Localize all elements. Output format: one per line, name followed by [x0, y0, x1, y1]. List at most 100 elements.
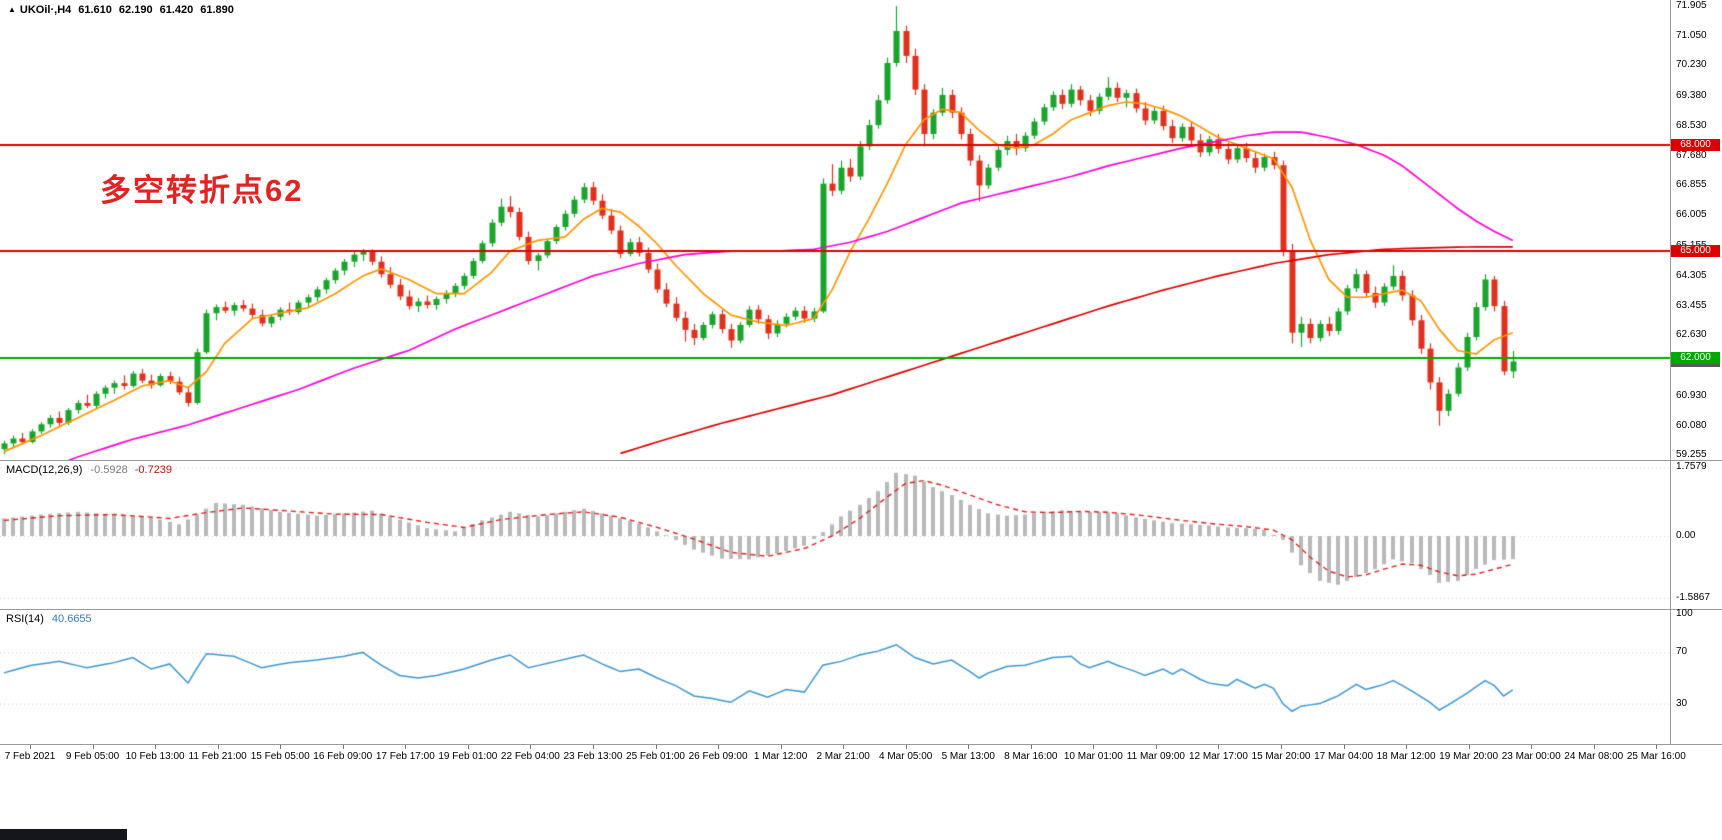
- time-axis-label: 9 Feb 05:00: [65, 751, 120, 762]
- time-axis-label: 19 Mar 20:00: [1439, 751, 1499, 762]
- time-axis-label: 25 Feb 01:00: [626, 751, 685, 762]
- time-axis-label: 2 Mar 21:00: [816, 751, 870, 762]
- time-axis-tick: [655, 745, 657, 749]
- time-axis-label: 1 Mar 12:00: [753, 751, 808, 762]
- hline-price-badge: 62.000: [1671, 351, 1720, 364]
- time-axis-label: 19 Feb 01:00: [438, 751, 498, 762]
- price-axis-label: 67.680: [1676, 149, 1707, 161]
- time-axis-label: 15 Mar 20:00: [1251, 751, 1311, 762]
- time-axis-label: 12 Mar 17:00: [1188, 751, 1248, 762]
- pane-separator[interactable]: [0, 609, 1722, 610]
- time-axis-tick: [280, 745, 282, 749]
- symbol-marker-icon: ▲: [8, 5, 16, 14]
- price-axis-label: 64.305: [1676, 269, 1707, 281]
- time-axis-label: 11 Mar 09:00: [1126, 751, 1185, 762]
- macd-label: MACD(12,26,9): [6, 464, 83, 476]
- time-axis-tick: [1218, 745, 1220, 749]
- time-axis-label: 18 Mar 12:00: [1376, 751, 1436, 762]
- time-axis-label: 11 Feb 21:00: [188, 751, 247, 762]
- time-axis-label: 17 Mar 04:00: [1314, 751, 1374, 762]
- time-axis-tick: [1155, 745, 1157, 749]
- time-axis-tick: [718, 745, 720, 749]
- hline-price-badge: 65.000: [1671, 245, 1720, 258]
- time-axis-tick: [405, 745, 407, 749]
- time-axis-tick: [92, 745, 94, 749]
- price-axis-label: 71.050: [1676, 30, 1707, 42]
- time-axis-label: 25 Mar 16:00: [1626, 751, 1686, 762]
- price-axis-label: 60.930: [1676, 389, 1707, 401]
- time-axis-label: 24 Mar 08:00: [1564, 751, 1624, 762]
- macd-axis-label: 0.00: [1676, 530, 1696, 541]
- time-axis-label: 5 Mar 13:00: [941, 751, 995, 762]
- price-axis-label: 68.530: [1676, 119, 1707, 131]
- time-axis-tick: [530, 745, 532, 749]
- main-chart-pane: ▲ UKOil·,H4 61.610 62.190 61.420 61.890 多空转折点…: [0, 0, 1670, 460]
- price-axis-label: 63.455: [1676, 299, 1707, 311]
- rsi-pane: RSI(14) 40.6655: [0, 610, 1670, 744]
- pane-separator[interactable]: [0, 460, 1722, 461]
- time-axis-tick: [968, 745, 970, 749]
- time-axis-tick: [780, 745, 782, 749]
- macd-axis-label: 1.7579: [1676, 461, 1707, 473]
- macd-header: MACD(12,26,9) -0.5928 -0.7239: [6, 464, 172, 476]
- time-axis-label: 23 Mar 00:00: [1501, 751, 1561, 762]
- rsi-header: RSI(14) 40.6655: [6, 613, 92, 625]
- chart-annotation-text[interactable]: 多空转折点62: [100, 173, 304, 208]
- time-axis-tick: [592, 745, 594, 749]
- time-axis-tick: [155, 745, 157, 749]
- rsi-label: RSI(14): [6, 613, 44, 625]
- time-axis-label: 23 Feb 13:00: [563, 751, 623, 762]
- time-axis-tick: [1656, 745, 1658, 749]
- time-axis-label: 16 Feb 09:00: [313, 751, 373, 762]
- price-axis-label: 69.380: [1676, 89, 1707, 101]
- price-axis-label: 62.630: [1676, 329, 1707, 341]
- price-axis-label: 71.905: [1676, 0, 1707, 11]
- price-axis[interactable]: 71.905 71.050 70.230 69.380 68.530 67.680 66.8…: [1670, 0, 1722, 769]
- price-axis-separator: [1670, 0, 1671, 744]
- time-axis-tick: [1281, 745, 1282, 749]
- time-axis-tick: [1593, 745, 1595, 749]
- time-axis-label: 10 Mar 01:00: [1063, 751, 1123, 762]
- price-axis-label: 66.005: [1676, 209, 1707, 221]
- time-axis-label: 15 Feb 05:00: [250, 751, 310, 762]
- chart-header: ▲ UKOil·,H4 61.610 62.190 61.420 61.890: [8, 4, 234, 16]
- symbol-period-label: UKOil·,H4: [19, 4, 72, 16]
- time-axis[interactable]: 7 Feb 2021 9 Feb 05:00 10 Feb 13:00 11 Feb …: [0, 745, 1722, 769]
- pane-separator: [0, 744, 1722, 745]
- macd-signal-value: -0.7239: [134, 464, 173, 476]
- time-axis-label: 22 Feb 04:00: [500, 751, 560, 762]
- taskbar-fragment[interactable]: [0, 829, 127, 840]
- macd-canvas[interactable]: [0, 461, 1670, 609]
- low-value: 61.420: [159, 4, 194, 16]
- price-axis-label: 59.255: [1676, 449, 1707, 460]
- time-axis-tick: [1531, 745, 1533, 749]
- rsi-value: 40.6655: [51, 613, 92, 625]
- open-value: 61.610: [78, 4, 112, 16]
- time-axis-label: 10 Feb 13:00: [125, 751, 185, 762]
- time-axis-label: 4 Mar 05:00: [879, 751, 933, 762]
- time-axis-label: 8 Mar 16:00: [1004, 751, 1058, 762]
- price-axis-label: 70.230: [1676, 59, 1707, 71]
- macd-pane: MACD(12,26,9) -0.5928 -0.7239: [0, 461, 1670, 609]
- time-axis-tick: [1093, 745, 1095, 749]
- high-value: 62.190: [118, 4, 153, 16]
- time-axis-tick: [1468, 745, 1470, 749]
- macd-main-value: -0.5928: [90, 464, 128, 476]
- time-axis-tick: [1406, 745, 1408, 749]
- rsi-axis-label: 30: [1676, 697, 1688, 709]
- price-axis-label: 60.080: [1676, 419, 1707, 431]
- time-axis-tick: [30, 745, 31, 749]
- rsi-axis-label: 100: [1676, 608, 1693, 619]
- time-axis-label: 26 Feb 09:00: [688, 751, 748, 762]
- price-axis-label: 66.855: [1676, 179, 1707, 191]
- time-axis-tick: [905, 745, 907, 749]
- price-chart-canvas[interactable]: [0, 0, 1670, 460]
- close-value: 61.890: [200, 4, 234, 16]
- hline-price-badge: 68.000: [1671, 138, 1720, 151]
- time-axis-tick: [1343, 745, 1345, 749]
- time-axis-tick: [342, 745, 344, 749]
- macd-axis-label: -1.5867: [1676, 591, 1710, 603]
- time-axis-tick: [217, 745, 219, 749]
- rsi-canvas[interactable]: [0, 610, 1670, 744]
